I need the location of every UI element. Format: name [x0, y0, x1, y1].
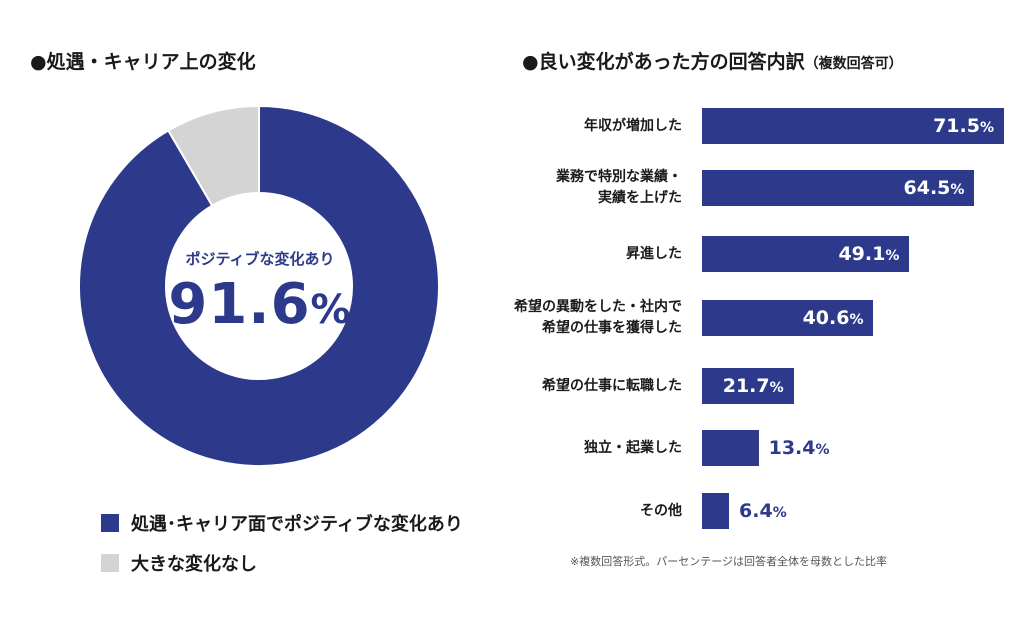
- bar-value-unit: %: [950, 182, 965, 198]
- bar-label-job-change: 希望の仕事に転職した: [542, 376, 682, 397]
- bar-label-income-up: 年収が増加した: [584, 116, 682, 137]
- bar-value-unit: %: [772, 505, 787, 521]
- bar-value-income-up: 71.5%: [884, 108, 994, 146]
- bar-other: [702, 493, 730, 529]
- donut-center-subtitle: ポジティブな変化あり: [185, 250, 335, 268]
- bar-independent: [702, 430, 759, 466]
- legend-label-no-change: 大きな変化なし: [131, 554, 257, 575]
- bar-achievement: [702, 170, 975, 206]
- bar-value-number: 49.1: [838, 243, 886, 265]
- right-chart-title-note: （複数回答可）: [804, 56, 903, 72]
- bar-label-line: 昇進した: [626, 245, 682, 262]
- donut-center-unit: %: [310, 287, 352, 333]
- bar-value-transfer: 40.6%: [753, 300, 864, 338]
- bar-value-achievement: 64.5%: [854, 170, 965, 208]
- bar-promotion: [702, 236, 910, 272]
- bar-value-promotion: 49.1%: [789, 236, 899, 274]
- bar-label-line: 独立・起業した: [584, 439, 682, 456]
- bar-value-unit: %: [849, 312, 864, 328]
- bar-label-line: その他: [640, 502, 682, 519]
- footnote: ※複数回答形式。パーセンテージは回答者全体を母数とした比率: [570, 555, 887, 568]
- bar-value-number: 64.5: [903, 177, 951, 199]
- bar-label-line: 希望の仕事に転職した: [542, 377, 682, 394]
- bar-label-line: 年収が増加した: [584, 117, 682, 134]
- donut-center-number: 91.6: [168, 272, 311, 337]
- bar-value-unit: %: [979, 120, 994, 136]
- bar-label-achievement: 業務で特別な業績・実績を上げた: [556, 167, 682, 209]
- legend-item-no-change: 大きな変化なし: [101, 550, 257, 576]
- right-chart-title: ●良い変化があった方の回答内訳（複数回答可）: [522, 47, 903, 74]
- legend-item-positive: 処遇･キャリア面でポジティブな変化あり: [101, 510, 463, 536]
- bar-value-number: 13.4: [768, 437, 816, 459]
- donut-slice-positive: [78, 104, 440, 467]
- bar-label-line: 業務で特別な業績・: [556, 169, 682, 185]
- legend-swatch-no-change: [101, 554, 119, 572]
- bar-income-up: [702, 108, 1004, 144]
- bar-value-number: 21.7: [722, 375, 770, 397]
- bar-label-line: 希望の異動をした・社内で: [514, 299, 682, 315]
- bar-label-other: その他: [640, 501, 682, 522]
- legend-swatch-positive: [101, 514, 119, 532]
- bar-job-change: [702, 368, 794, 404]
- bar-value-other: 6.4%: [739, 493, 787, 531]
- bar-transfer: [702, 300, 874, 336]
- bar-value-unit: %: [885, 248, 900, 264]
- left-chart-title: ●処遇・キャリア上の変化: [30, 51, 256, 73]
- donut-slice-no-change: [166, 104, 260, 208]
- bar-label-promotion: 昇進した: [626, 244, 682, 265]
- bar-label-line: 希望の仕事を獲得した: [542, 320, 682, 336]
- bar-value-unit: %: [769, 380, 784, 396]
- bar-value-job-change: 21.7%: [674, 368, 784, 406]
- bar-value-number: 71.5: [933, 115, 980, 137]
- bar-label-transfer: 希望の異動をした・社内で希望の仕事を獲得した: [514, 297, 682, 339]
- donut-center-value: 91.6%: [160, 272, 360, 337]
- bar-label-independent: 独立・起業した: [584, 438, 682, 459]
- bar-value-number: 40.6: [802, 307, 850, 329]
- legend-label-positive: 処遇･キャリア面でポジティブな変化あり: [131, 514, 463, 535]
- bar-label-line: 実績を上げた: [598, 190, 682, 206]
- bar-value-number: 6.4: [739, 500, 773, 522]
- bar-value-unit: %: [815, 442, 830, 458]
- bar-value-independent: 13.4%: [769, 430, 830, 468]
- right-chart-title-text: ●良い変化があった方の回答内訳: [522, 51, 805, 73]
